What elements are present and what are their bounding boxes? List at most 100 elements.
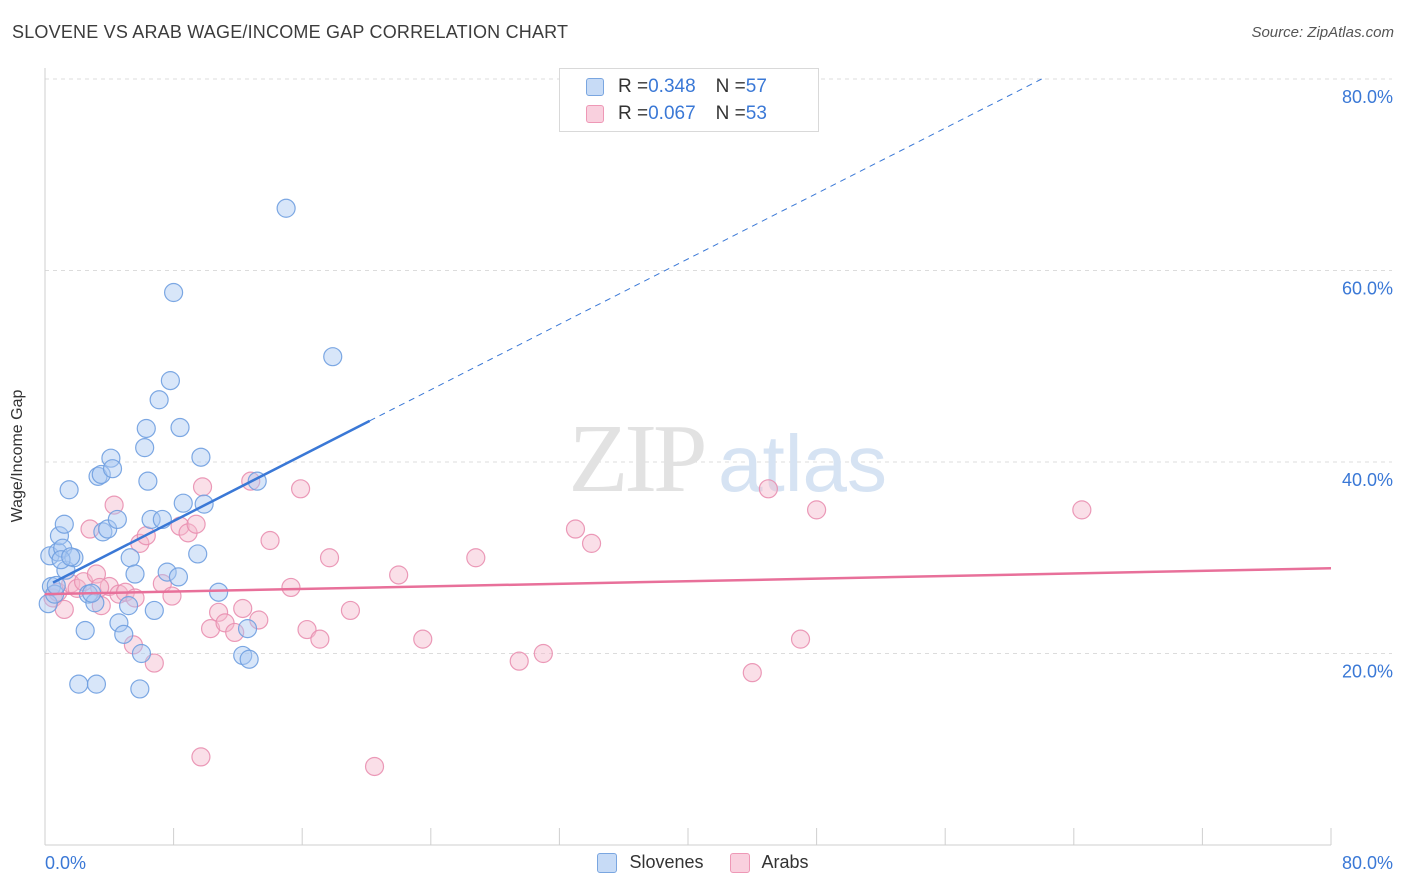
slovenes-point	[86, 674, 107, 694]
arabs-point	[1072, 500, 1092, 520]
slovenes-point	[125, 564, 145, 584]
slovenes-swatch	[597, 852, 618, 873]
slovenes-point	[323, 347, 343, 367]
arabs-point	[319, 548, 340, 568]
slovenes-point	[59, 480, 79, 500]
arabs-point	[192, 477, 213, 497]
slovenes-point	[237, 619, 258, 639]
n-label: N =	[715, 103, 746, 124]
slovenes-point	[239, 649, 259, 669]
arabs-point	[758, 479, 778, 499]
arabs-point	[290, 479, 311, 499]
slovenes-point	[131, 643, 152, 664]
r-value-slovenes: 0.348	[648, 76, 696, 97]
slovenes-point	[191, 447, 211, 467]
slovenes-point	[54, 514, 74, 534]
slovenes-point	[49, 526, 70, 546]
r-label: R =	[618, 103, 649, 124]
n-value-arabs: 53	[745, 103, 767, 124]
watermark-zip: ZIP	[569, 405, 704, 513]
y-tick-label: 60.0%	[1342, 279, 1393, 299]
slovenes-point	[135, 438, 155, 458]
slovenes-point	[91, 464, 111, 485]
x-tick-label-max: 80.0%	[1342, 853, 1393, 873]
slovenes-point	[209, 582, 229, 602]
r-label: R =	[618, 76, 649, 97]
chart-title: SLOVENE VS ARAB WAGE/INCOME GAP CORRELAT…	[12, 22, 569, 42]
slovenes-point	[144, 600, 164, 621]
legend-label-arabs: Arabs	[761, 852, 809, 872]
watermark: ZIP atlas	[569, 405, 887, 513]
arabs-point	[790, 629, 811, 649]
correlation-legend: R = 0.348 N = 57 R = 0.067 N = 53	[559, 68, 819, 132]
tick-labels: 20.0% 40.0% 60.0% 80.0% 0.0% 80.0%	[45, 87, 1393, 873]
arabs-point	[533, 643, 553, 664]
slovenes-point	[102, 459, 123, 479]
arabs-point	[281, 577, 301, 598]
arabs-swatch	[586, 105, 604, 123]
arabs-point	[806, 500, 827, 520]
arabs-trend-line	[44, 567, 1332, 596]
slovenes-point	[46, 575, 66, 596]
slovenes-point	[61, 547, 81, 567]
arabs-point	[104, 495, 124, 515]
slovenes-swatch	[586, 78, 604, 96]
axes	[44, 68, 1332, 846]
gridlines	[45, 78, 1392, 654]
arabs-point	[509, 651, 529, 671]
slovenes-point	[149, 390, 169, 410]
slovenes-point	[188, 544, 208, 564]
legend-item-slovenes[interactable]: Slovenes	[597, 852, 704, 873]
legend-label-slovenes: Slovenes	[629, 852, 704, 872]
slovenes-point	[109, 613, 129, 633]
slovenes-point	[138, 471, 158, 491]
source-label: Source: ZipAtlas.com	[1251, 24, 1394, 41]
y-tick-label: 40.0%	[1342, 470, 1393, 490]
watermark-atlas: atlas	[718, 419, 887, 508]
arabs-point	[162, 586, 182, 606]
slovenes-point	[160, 371, 180, 391]
arabs-point	[209, 602, 229, 622]
slovenes-point	[168, 567, 189, 587]
arabs-point	[389, 565, 409, 585]
slovenes-point	[173, 493, 193, 513]
arabs-point	[54, 599, 74, 620]
slovenes-point	[114, 624, 134, 644]
arabs-point	[144, 653, 164, 673]
slovenes-point	[136, 418, 156, 439]
slovenes-point	[75, 620, 95, 641]
series-legend: Slovenes Arabs	[0, 852, 1406, 873]
arabs-point	[340, 600, 361, 621]
arabs-point	[413, 629, 433, 649]
arabs-point	[200, 619, 221, 639]
slovenes-point	[118, 596, 139, 616]
arabs-points	[43, 471, 1092, 777]
y-tick-label: 80.0%	[1342, 87, 1393, 107]
n-label: N =	[715, 76, 746, 97]
slovenes-point	[276, 198, 296, 218]
arabs-point	[565, 519, 586, 539]
legend-row-slovenes: R = 0.348 N = 57	[586, 76, 767, 98]
slovenes-point	[164, 282, 184, 303]
arabs-point	[260, 530, 280, 551]
legend-item-arabs[interactable]: Arabs	[729, 852, 809, 873]
n-value-slovenes: 57	[745, 76, 767, 97]
arabs-point	[233, 598, 253, 619]
arabs-point	[364, 756, 385, 777]
slovenes-points	[38, 198, 343, 699]
slovenes-point	[130, 679, 150, 699]
y-tick-label: 20.0%	[1342, 662, 1393, 682]
arabs-point	[466, 548, 486, 568]
slovenes-point	[141, 509, 161, 530]
arabs-point	[225, 622, 245, 643]
arabs-point	[742, 663, 762, 683]
slovenes-trend-extension	[369, 78, 1042, 422]
slovenes-trend-line	[52, 419, 371, 584]
trend-lines	[44, 78, 1332, 596]
arabs-point	[310, 629, 330, 649]
arabs-point	[297, 619, 317, 640]
slovenes-point	[69, 674, 89, 694]
arabs-swatch	[729, 852, 750, 873]
slovenes-point	[157, 562, 177, 582]
